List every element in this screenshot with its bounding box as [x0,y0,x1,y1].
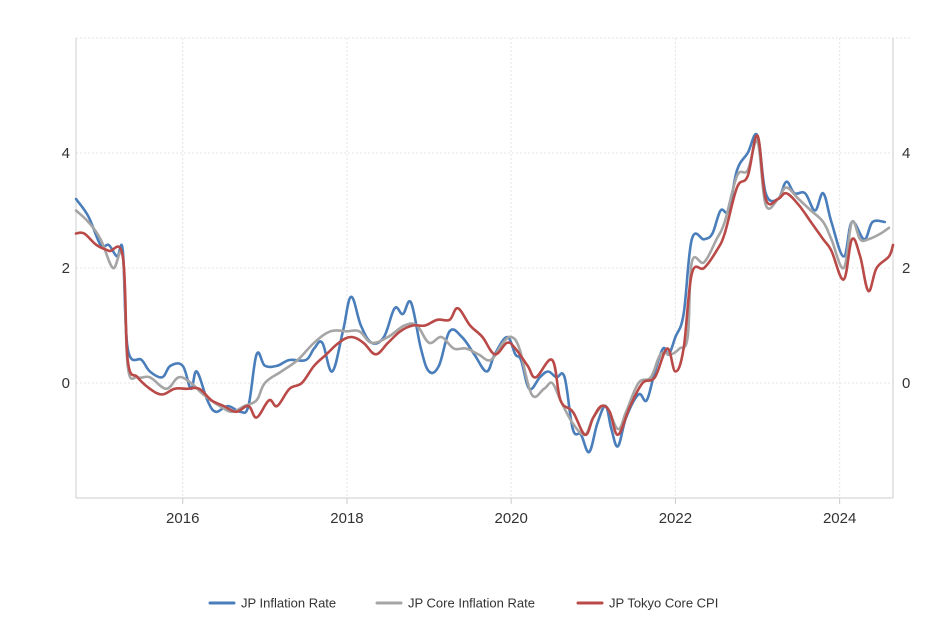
y-tick-label-right: 4 [902,145,910,162]
legend-item-jp-core-inflation-rate[interactable]: JP Core Inflation Rate [375,596,535,611]
legend-item-jp-tokyo-core-cpi[interactable]: JP Tokyo Core CPI [576,596,718,611]
legend-label: JP Inflation Rate [241,596,336,611]
x-tick-label: 2018 [330,510,363,527]
series-lines [74,132,895,454]
y-tick-label-left: 2 [62,260,70,277]
legend[interactable]: JP Inflation Rate JP Core Inflation Rate J… [208,596,718,611]
axes: 0 0 2 2 4 4 2016 2018 2020 2022 2024 [62,38,910,527]
legend-item-jp-inflation-rate[interactable]: JP Inflation Rate [208,596,336,611]
y-tick-label-right: 0 [902,375,910,392]
series-line-jp-core-inflation-rate[interactable] [74,139,891,437]
x-tick-label: 2020 [494,510,527,527]
y-tick-label-right: 2 [902,260,910,277]
x-tick-label: 2024 [823,510,856,527]
legend-label: JP Tokyo Core CPI [609,596,718,611]
grid [76,37,911,498]
legend-label: JP Core Inflation Rate [408,596,535,611]
y-tick-label-left: 4 [62,145,70,162]
x-tick-label: 2016 [166,510,199,527]
x-tick-label: 2022 [659,510,692,527]
y-tick-label-left: 0 [62,375,70,392]
series-line-jp-tokyo-core-cpi[interactable] [74,134,895,437]
